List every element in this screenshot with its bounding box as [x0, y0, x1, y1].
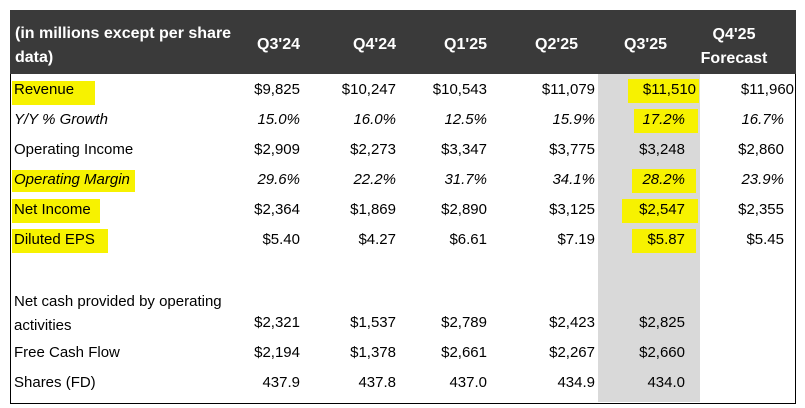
cell-eps-q3-25: $5.87	[647, 231, 685, 248]
cell-growth-q3-24: 15.0%	[257, 111, 300, 128]
column-header-q2-25: Q2'25	[535, 36, 578, 53]
row-label-operating-income: Operating Income	[14, 141, 134, 158]
cell-revenue-q1-25: $10,543	[432, 81, 487, 98]
cell-op-margin-q4-24: 22.2%	[353, 171, 396, 188]
row-label-shares-fd: Shares (FD)	[14, 374, 96, 391]
cell-net-cash-q1-25: $2,789	[441, 314, 487, 331]
cell-eps-q1-25: $6.61	[449, 231, 487, 248]
cell-eps-q4-25: $5.45	[746, 231, 784, 248]
cell-growth-q4-25: 16.7%	[741, 111, 784, 128]
cell-eps-q3-24: $5.40	[262, 231, 300, 248]
cell-revenue-q4-24: $10,247	[341, 81, 396, 98]
row-label-operating-margin: Operating Margin	[14, 171, 130, 188]
cell-fcf-q1-25: $2,661	[441, 344, 487, 361]
highlight-q3-25-growth	[634, 109, 698, 133]
cell-revenue-q3-24: $9,825	[254, 81, 300, 98]
cell-net-income-q3-24: $2,364	[254, 201, 300, 218]
column-header-q3-25: Q3'25	[624, 36, 667, 53]
row-label-net-cash-operating: Net cash provided by operating activitie…	[14, 293, 222, 334]
cell-fcf-q3-25: $2,660	[639, 344, 685, 361]
column-header-q4-25-forecast: Q4'25 Forecast	[700, 26, 768, 67]
highlight-q3-25-net-income	[622, 199, 698, 223]
highlight-net-income-label	[12, 199, 100, 223]
cell-shares-q2-25: 434.9	[557, 374, 595, 391]
cell-net-income-q4-24: $1,869	[350, 201, 396, 218]
cell-eps-q2-25: $7.19	[557, 231, 595, 248]
cell-op-margin-q4-25: 23.9%	[741, 171, 784, 188]
row-label-free-cash-flow: Free Cash Flow	[14, 344, 120, 361]
column-header-q4-24: Q4'24	[353, 36, 396, 53]
cell-op-income-q1-25: $3,347	[441, 141, 487, 158]
row-label-yy-growth: Y/Y % Growth	[14, 111, 108, 128]
cell-net-income-q4-25: $2,355	[738, 201, 784, 218]
cell-net-cash-q4-24: $1,537	[350, 314, 396, 331]
highlight-q3-25-revenue	[628, 79, 699, 103]
cell-op-income-q3-25: $3,248	[639, 141, 685, 158]
cell-op-margin-q3-24: 29.6%	[257, 171, 300, 188]
row-label-revenue: Revenue	[14, 81, 75, 98]
highlight-q3-25-operating-margin	[632, 169, 696, 193]
highlight-operating-margin-label	[12, 170, 135, 192]
highlight-revenue-label	[12, 81, 95, 105]
cell-op-income-q2-25: $3,775	[549, 141, 595, 158]
cell-eps-q4-24: $4.27	[358, 231, 396, 248]
cell-op-income-q4-24: $2,273	[350, 141, 396, 158]
cell-op-margin-q2-25: 34.1%	[552, 171, 595, 188]
row-label-net-income: Net Income	[14, 201, 91, 218]
cell-op-income-q3-24: $2,909	[254, 141, 300, 158]
cell-revenue-q4-25: $11,960	[740, 81, 794, 98]
cell-growth-q4-24: 16.0%	[353, 111, 396, 128]
cell-fcf-q3-24: $2,194	[254, 344, 300, 361]
cell-fcf-q2-25: $2,267	[549, 344, 595, 361]
cell-net-income-q3-25: $2,547	[639, 201, 685, 218]
cell-revenue-q2-25: $11,079	[541, 81, 595, 98]
cell-net-cash-q2-25: $2,423	[549, 314, 595, 331]
highlight-q3-25-eps	[632, 229, 696, 253]
table-header: (in millions except per share data)	[10, 10, 796, 74]
cell-shares-q3-25: 434.0	[647, 374, 685, 391]
header-label: (in millions except per share data)	[15, 25, 232, 66]
cell-growth-q2-25: 15.9%	[552, 111, 595, 128]
cell-op-margin-q3-25: 28.2%	[642, 171, 685, 188]
row-label-diluted-eps: Diluted EPS	[14, 231, 95, 248]
cell-growth-q1-25: 12.5%	[444, 111, 487, 128]
highlight-diluted-eps-label	[12, 229, 108, 253]
column-header-q3-24: Q3'24	[257, 36, 300, 53]
cell-net-cash-q3-25: $2,825	[639, 314, 685, 331]
cell-op-margin-q1-25: 31.7%	[444, 171, 487, 188]
cell-op-income-q4-25: $2,860	[738, 141, 784, 158]
cell-net-income-q2-25: $3,125	[549, 201, 595, 218]
cell-net-income-q1-25: $2,890	[441, 201, 487, 218]
cell-shares-q4-24: 437.8	[358, 374, 396, 391]
cell-net-cash-q3-24: $2,321	[254, 314, 300, 331]
cell-revenue-q3-25: $11,510	[642, 81, 696, 98]
cell-fcf-q4-24: $1,378	[350, 344, 396, 361]
cell-shares-q1-25: 437.0	[449, 374, 487, 391]
column-header-q1-25: Q1'25	[444, 36, 487, 53]
cell-shares-q3-24: 437.9	[262, 374, 300, 391]
cell-growth-q3-25: 17.2%	[642, 111, 685, 128]
